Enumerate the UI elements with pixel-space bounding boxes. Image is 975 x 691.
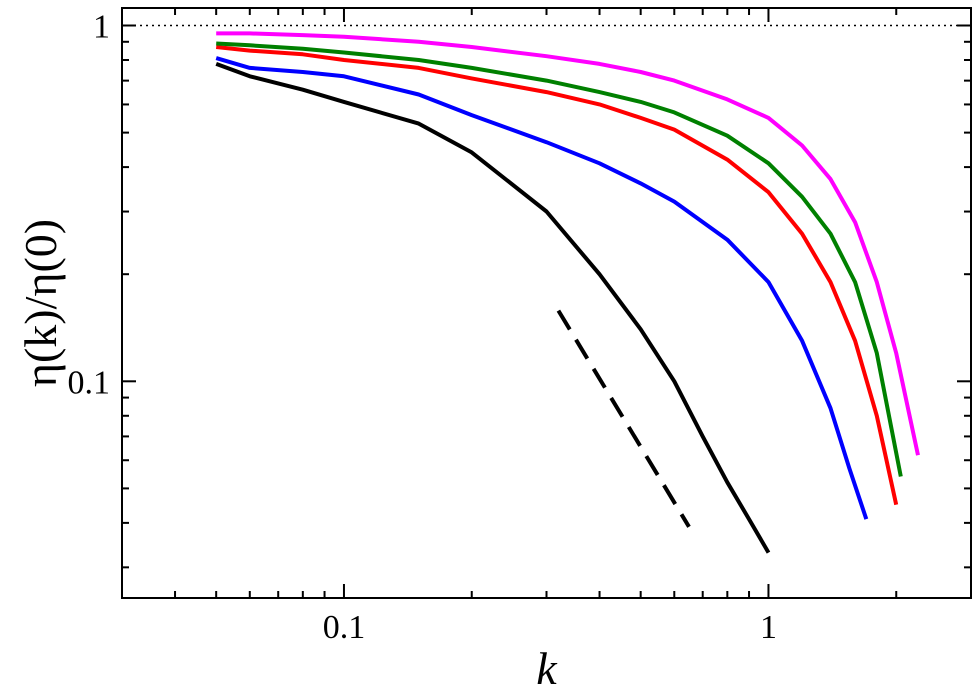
series-line-6: [556, 309, 691, 528]
x-tick-label: 1: [760, 609, 777, 646]
y-tick-label: 0.1: [68, 364, 111, 401]
y-tick-label: 1: [93, 9, 110, 46]
x-tick-label: 0.1: [323, 609, 366, 646]
series-line-5: [216, 31, 920, 456]
y-axis-title: η(k)/η(0): [15, 219, 66, 387]
plot-frame: [121, 7, 972, 599]
x-axis-title: k: [536, 643, 558, 691]
series-line-2: [215, 56, 869, 520]
ticks: [121, 8, 972, 598]
series-line-3: [215, 45, 899, 506]
tick-labels: 0.1 1 0.1 1: [68, 9, 777, 646]
series-line-1: [215, 62, 771, 554]
series-line-4: [216, 41, 903, 477]
plot-area: [122, 24, 971, 554]
